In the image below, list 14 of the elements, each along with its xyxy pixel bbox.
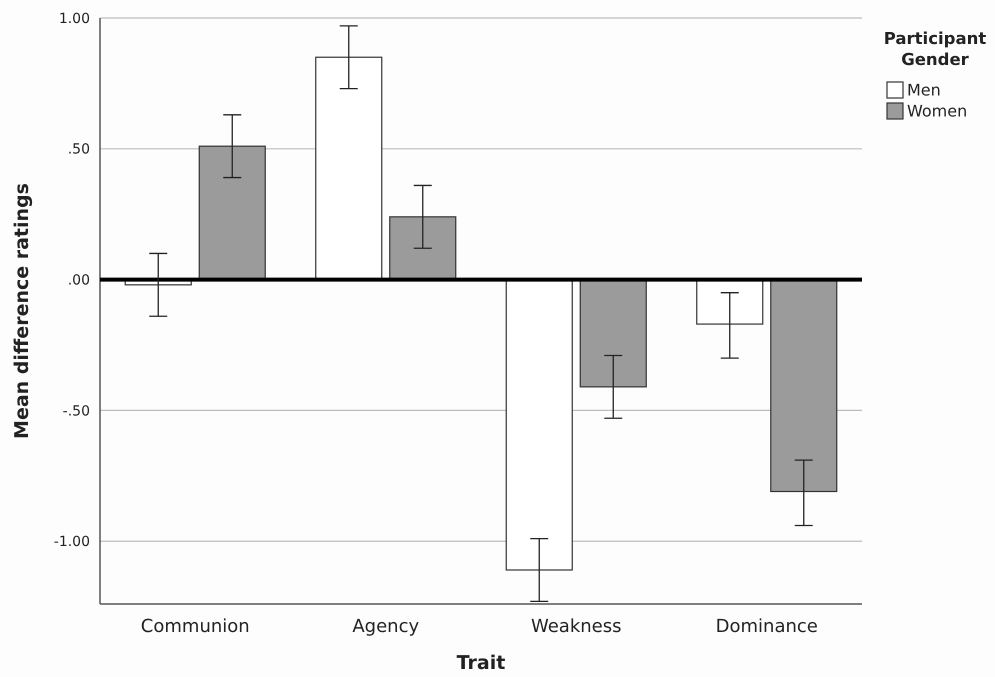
y-axis-title: Mean difference ratings <box>11 183 33 439</box>
legend-title: Participant Gender <box>884 29 986 69</box>
x-axis-title: Trait <box>456 652 506 674</box>
y-tick-label: .00 <box>68 272 90 289</box>
y-tick-label: 1.00 <box>58 10 90 27</box>
y-tick-label: -1.00 <box>54 534 90 550</box>
y-tick-label: .50 <box>68 142 90 158</box>
y-tick-label: -.50 <box>62 403 90 420</box>
x-tick-label: Agency <box>352 616 420 637</box>
x-tick-label: Dominance <box>716 616 818 637</box>
legend-label: Women <box>907 102 968 121</box>
legend-label: Men <box>907 80 941 100</box>
x-tick-label: Communion <box>140 616 250 637</box>
x-tick-label: Weakness <box>530 616 622 637</box>
